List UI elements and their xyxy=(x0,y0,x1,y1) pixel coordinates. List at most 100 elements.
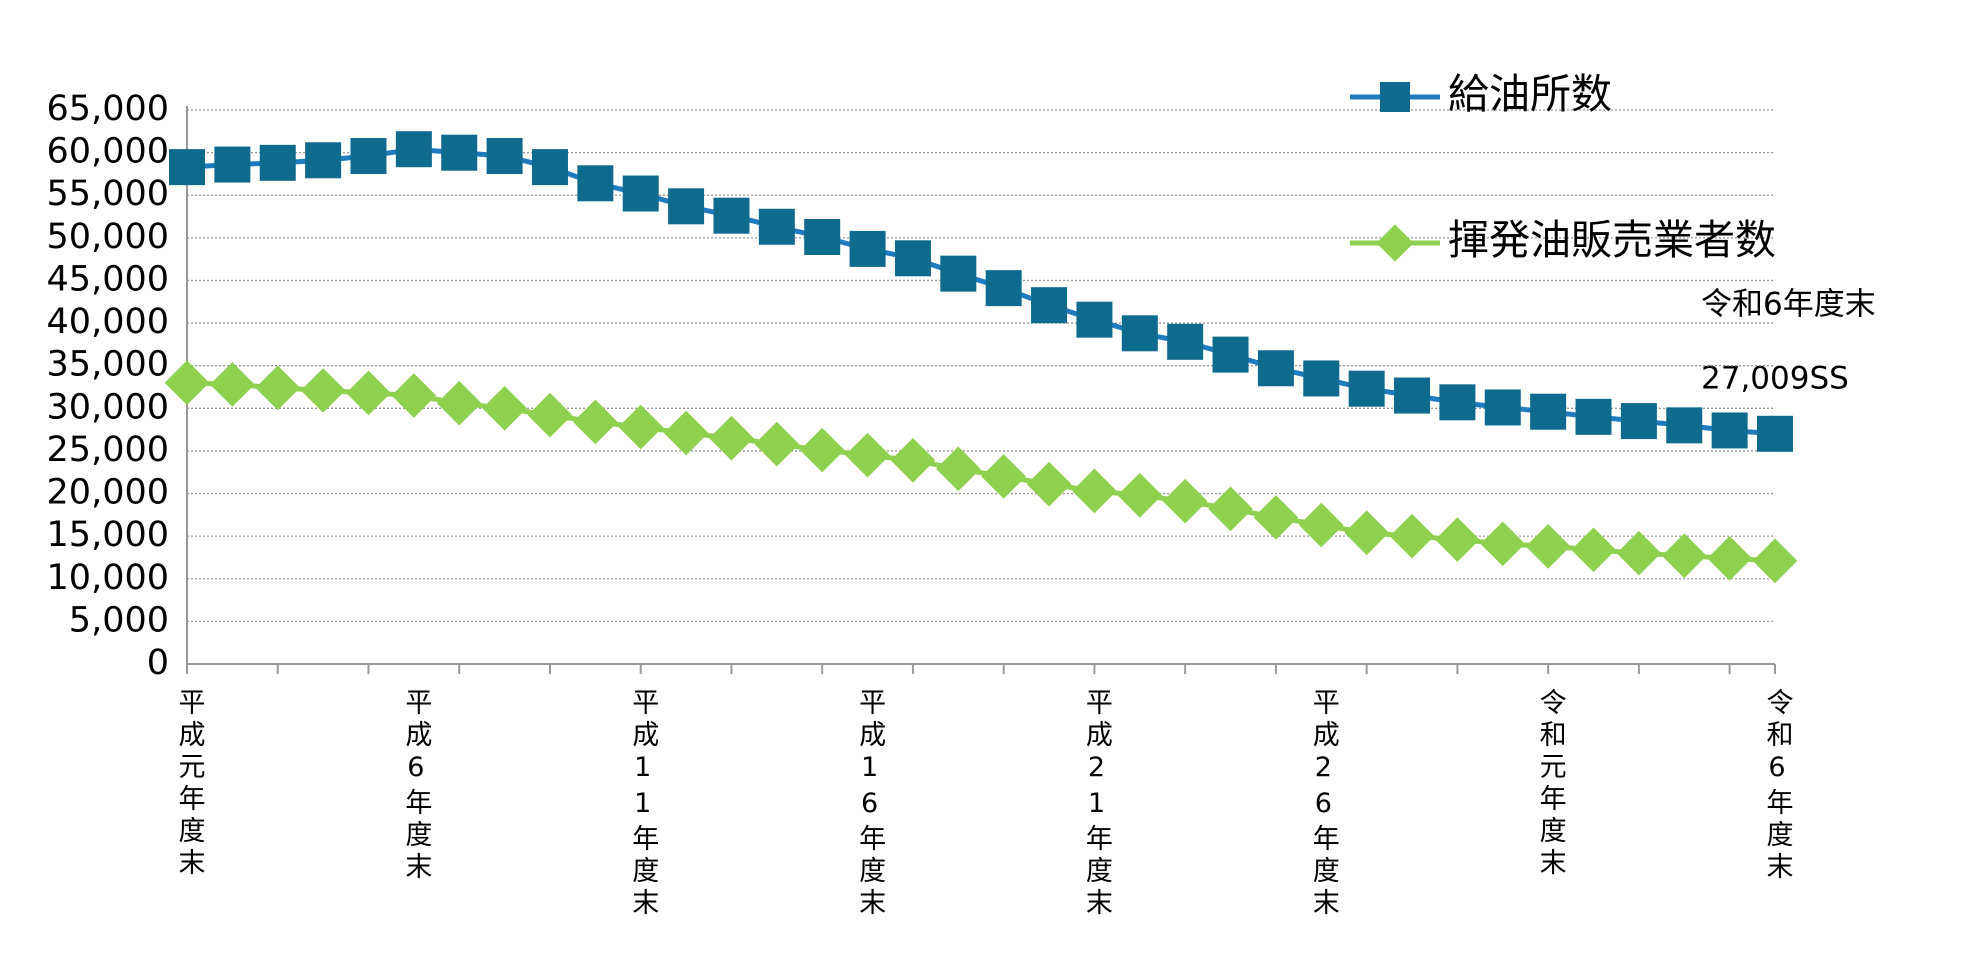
data-point xyxy=(622,175,659,212)
data-point xyxy=(935,446,981,492)
y-tick-label: 60,000 xyxy=(47,132,169,172)
data-point xyxy=(1121,315,1158,352)
data-point xyxy=(486,138,523,175)
data-point xyxy=(1616,530,1662,576)
data-point xyxy=(441,134,478,171)
data-point xyxy=(1707,535,1752,581)
data-point xyxy=(754,421,800,467)
data-point xyxy=(391,373,437,418)
data-point xyxy=(1344,510,1389,556)
y-tick-label: 40,000 xyxy=(47,302,169,342)
y-tick-label: 15,000 xyxy=(47,515,169,555)
data-point xyxy=(799,427,845,473)
data-point xyxy=(1394,377,1431,414)
y-tick-label: 45,000 xyxy=(47,259,169,299)
data-point xyxy=(713,197,750,234)
data-point xyxy=(259,144,296,181)
data-point xyxy=(573,399,618,445)
data-point xyxy=(1620,403,1657,440)
legend-label: 揮発油販売業者数 xyxy=(1448,216,1776,264)
x-tick-label: 平成元年度末 xyxy=(174,688,206,880)
data-point xyxy=(577,165,614,202)
y-tick-label: 25,000 xyxy=(47,430,169,470)
data-point xyxy=(1435,517,1480,562)
data-point xyxy=(164,360,210,406)
data-point xyxy=(668,188,705,225)
x-tick-label: 平成16年度末 xyxy=(854,688,886,920)
data-point xyxy=(1303,360,1340,397)
data-point xyxy=(1666,407,1703,444)
x-tick-label: 令和元年度末 xyxy=(1535,688,1567,880)
y-tick-label: 5,000 xyxy=(69,600,169,640)
x-tick-label: 平成21年度末 xyxy=(1081,688,1113,920)
data-point xyxy=(709,415,754,461)
data-point xyxy=(300,368,346,413)
x-tick-label: 平成6年度末 xyxy=(400,688,432,884)
x-tick-label: 令和6年度末 xyxy=(1762,688,1794,884)
legend-marker xyxy=(1376,224,1414,262)
data-point xyxy=(1530,393,1567,430)
data-point xyxy=(1162,478,1208,524)
data-point xyxy=(985,270,1022,307)
y-tick-label: 30,000 xyxy=(47,387,169,427)
data-point xyxy=(1661,533,1707,579)
y-tick-label: 10,000 xyxy=(47,558,169,598)
data-point xyxy=(1752,538,1798,584)
data-point xyxy=(214,146,251,183)
legend-marker xyxy=(1380,82,1410,112)
data-point xyxy=(1076,301,1113,338)
data-point xyxy=(255,365,301,411)
y-tick-label: 55,000 xyxy=(47,174,169,214)
data-point xyxy=(350,138,387,175)
data-point xyxy=(1348,370,1385,407)
x-tick-label: 平成26年度末 xyxy=(1308,688,1340,920)
data-point xyxy=(1253,495,1299,540)
data-point xyxy=(1575,398,1612,435)
data-point xyxy=(1389,513,1435,559)
data-point xyxy=(531,149,568,186)
data-point xyxy=(894,240,931,277)
data-point xyxy=(169,149,205,186)
data-point xyxy=(1298,502,1344,548)
data-point xyxy=(1208,486,1253,532)
data-point xyxy=(663,410,709,456)
data-point xyxy=(618,404,664,450)
data-point xyxy=(1026,461,1072,507)
y-tick-label: 35,000 xyxy=(47,345,169,385)
data-point xyxy=(804,218,841,255)
y-tick-label: 50,000 xyxy=(47,217,169,257)
data-point xyxy=(1257,350,1294,387)
data-point xyxy=(1571,527,1616,573)
x-tick-label: 平成11年度末 xyxy=(627,688,659,920)
data-point xyxy=(1212,336,1249,373)
y-tick-label: 65,000 xyxy=(47,89,169,129)
legend-label: 給油所数 xyxy=(1448,70,1612,118)
y-tick-label: 20,000 xyxy=(47,473,169,513)
data-point xyxy=(1484,389,1521,426)
data-point xyxy=(758,208,795,245)
data-point xyxy=(1072,468,1117,514)
data-point xyxy=(1167,323,1204,360)
annotation: 令和6年度末 xyxy=(1701,287,1876,323)
annotation: 27,009SS xyxy=(1701,361,1849,397)
data-point xyxy=(940,255,977,292)
data-point xyxy=(1117,472,1163,518)
data-point xyxy=(1439,384,1476,421)
data-point xyxy=(1711,412,1748,449)
y-tick-label: 0 xyxy=(147,643,169,683)
data-point xyxy=(210,362,255,407)
data-point xyxy=(1480,521,1526,567)
data-point xyxy=(1757,415,1793,452)
data-point xyxy=(527,392,573,438)
data-point xyxy=(305,142,342,179)
data-point xyxy=(436,380,482,426)
data-point xyxy=(849,230,886,267)
data-point xyxy=(890,437,936,483)
data-point xyxy=(346,370,391,416)
data-point xyxy=(1525,524,1571,569)
data-point xyxy=(1031,287,1068,324)
data-point xyxy=(981,454,1027,499)
data-point xyxy=(845,432,890,478)
data-point xyxy=(395,131,432,168)
